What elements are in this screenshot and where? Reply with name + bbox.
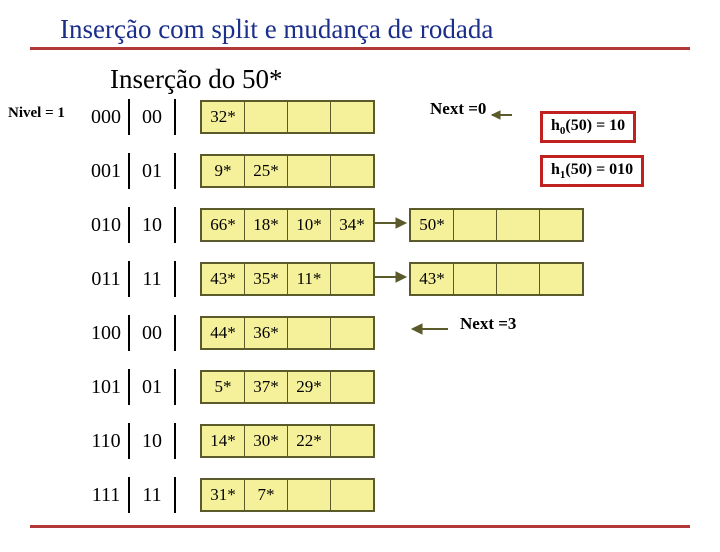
bucket-cell: 31* <box>202 480 245 510</box>
row-address: 011 <box>84 261 130 297</box>
row-address: 101 <box>84 369 130 405</box>
overflow-bucket: 50* <box>409 208 584 242</box>
bucket-cell: 5* <box>202 372 245 402</box>
bucket-cell: 35* <box>245 264 288 294</box>
bucket-cell: 66* <box>202 210 245 240</box>
bucket-cell <box>331 372 373 402</box>
primary-bucket: 43*35*11* <box>200 262 375 296</box>
bucket-cell: 29* <box>288 372 331 402</box>
bucket-row: 00101 9*25* <box>30 153 690 189</box>
bucket-cell <box>497 210 540 240</box>
bucket-cell <box>331 318 373 348</box>
bucket-row: 00000 32* <box>30 99 690 135</box>
bucket-cell: 50* <box>411 210 454 240</box>
bucket-cell <box>331 102 373 132</box>
bucket-row: 10101 5*37*29* <box>30 369 690 405</box>
bucket-row: 10000 44*36* <box>30 315 690 351</box>
bucket-cell: 18* <box>245 210 288 240</box>
row-suffix: 01 <box>130 369 176 405</box>
row-suffix: 10 <box>130 423 176 459</box>
bucket-cell: 9* <box>202 156 245 186</box>
primary-bucket: 31*7* <box>200 478 375 512</box>
row-suffix: 00 <box>130 315 176 351</box>
row-address: 111 <box>84 477 130 513</box>
bucket-cell <box>288 102 331 132</box>
bucket-cell: 32* <box>202 102 245 132</box>
row-suffix: 11 <box>130 261 176 297</box>
bucket-cell <box>288 156 331 186</box>
bucket-cell <box>454 264 497 294</box>
bucket-cell <box>540 210 582 240</box>
bucket-cell <box>331 480 373 510</box>
bucket-cell: 22* <box>288 426 331 456</box>
bucket-cell: 34* <box>331 210 373 240</box>
bucket-cell <box>331 264 373 294</box>
primary-bucket: 14*30*22* <box>200 424 375 458</box>
row-address: 001 <box>84 153 130 189</box>
row-address: 010 <box>84 207 130 243</box>
bucket-table: 0000032*001019*25*0101066*18*10*34*50*01… <box>30 99 690 513</box>
primary-bucket: 66*18*10*34* <box>200 208 375 242</box>
row-address: 100 <box>84 315 130 351</box>
row-suffix: 01 <box>130 153 176 189</box>
bucket-cell <box>288 318 331 348</box>
divider-top <box>30 47 690 50</box>
bucket-cell <box>331 426 373 456</box>
bucket-cell: 44* <box>202 318 245 348</box>
bucket-cell: 11* <box>288 264 331 294</box>
bucket-cell: 43* <box>411 264 454 294</box>
title-line-2: Inserção do 50* <box>110 64 690 95</box>
row-address: 000 <box>84 99 130 135</box>
divider-bottom <box>30 525 690 528</box>
bucket-cell <box>331 156 373 186</box>
bucket-cell <box>245 102 288 132</box>
row-suffix: 00 <box>130 99 176 135</box>
bucket-cell <box>454 210 497 240</box>
bucket-cell: 43* <box>202 264 245 294</box>
primary-bucket: 9*25* <box>200 154 375 188</box>
bucket-cell <box>540 264 582 294</box>
bucket-cell: 14* <box>202 426 245 456</box>
bucket-row: 01010 66*18*10*34* 50* <box>30 207 690 243</box>
primary-bucket: 32* <box>200 100 375 134</box>
bucket-cell: 25* <box>245 156 288 186</box>
row-suffix: 10 <box>130 207 176 243</box>
row-suffix: 11 <box>130 477 176 513</box>
bucket-cell: 7* <box>245 480 288 510</box>
bucket-cell: 37* <box>245 372 288 402</box>
row-address: 110 <box>84 423 130 459</box>
bucket-row: 11010 14*30*22* <box>30 423 690 459</box>
bucket-cell: 10* <box>288 210 331 240</box>
overflow-bucket: 43* <box>409 262 584 296</box>
bucket-cell <box>288 480 331 510</box>
bucket-cell <box>497 264 540 294</box>
primary-bucket: 5*37*29* <box>200 370 375 404</box>
bucket-cell: 36* <box>245 318 288 348</box>
title-line-1: Inserção com split e mudança de rodada <box>60 14 690 45</box>
bucket-row: 11111 31*7* <box>30 477 690 513</box>
primary-bucket: 44*36* <box>200 316 375 350</box>
bucket-cell: 30* <box>245 426 288 456</box>
bucket-row: 0111143*35*11*43* <box>30 261 690 297</box>
diagram: Nivel = 1 Next =0 Next =3 h0(50) = 10 h1… <box>30 99 690 513</box>
